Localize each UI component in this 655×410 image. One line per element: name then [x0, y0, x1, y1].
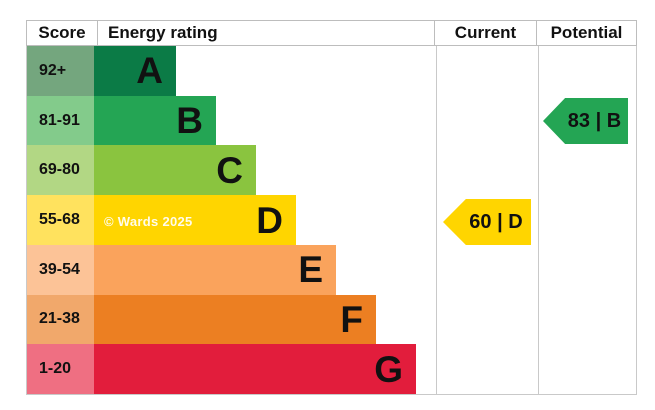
band-score-range: 69-80	[27, 145, 94, 196]
epc-band-row: 55-68 D	[27, 195, 636, 245]
band-score-range: 55-68	[27, 195, 94, 245]
band-rating-bar: D	[94, 195, 296, 245]
band-rating-bar: B	[94, 95, 216, 146]
band-rating-bar: E	[94, 244, 336, 295]
band-score-range: 81-91	[27, 95, 94, 146]
epc-band-row: 69-80 C	[27, 145, 636, 196]
epc-band-row: 39-54 E	[27, 244, 636, 295]
band-score-range: 1-20	[27, 344, 94, 395]
band-rating-bar: A	[94, 46, 176, 96]
wards-watermark: © Wards 2025	[104, 214, 193, 229]
potential-column-divider	[538, 46, 539, 394]
epc-band-rows: 92+ A 81-91 B 69-80 C 55-68 D 39-54 E 21-38 F 1-20 G	[27, 46, 636, 395]
header-score: Score	[38, 23, 86, 42]
current-rating-pointer: 60 | D	[443, 199, 531, 245]
header-energy-rating: Energy rating	[97, 21, 434, 45]
epc-band-row: 21-38 F	[27, 294, 636, 345]
epc-header-row: Score Energy rating Current Potential	[26, 20, 637, 46]
epc-body: 92+ A 81-91 B 69-80 C 55-68 D 39-54 E 21-38 F 1-20 G …	[26, 46, 637, 395]
epc-band-row: 92+ A	[27, 46, 636, 96]
band-score-range: 39-54	[27, 244, 94, 295]
current-column-divider	[436, 46, 437, 394]
header-potential: Potential	[536, 21, 636, 45]
band-rating-bar: F	[94, 294, 376, 345]
band-rating-bar: C	[94, 145, 256, 196]
header-current: Current	[434, 21, 536, 45]
epc-band-row: 1-20 G	[27, 344, 636, 395]
band-score-range: 92+	[27, 46, 94, 96]
band-score-range: 21-38	[27, 294, 94, 345]
epc-band-row: 81-91 B	[27, 95, 636, 146]
epc-table: Score Energy rating Current Potential 92…	[26, 20, 637, 395]
band-rating-bar: G	[94, 344, 416, 395]
